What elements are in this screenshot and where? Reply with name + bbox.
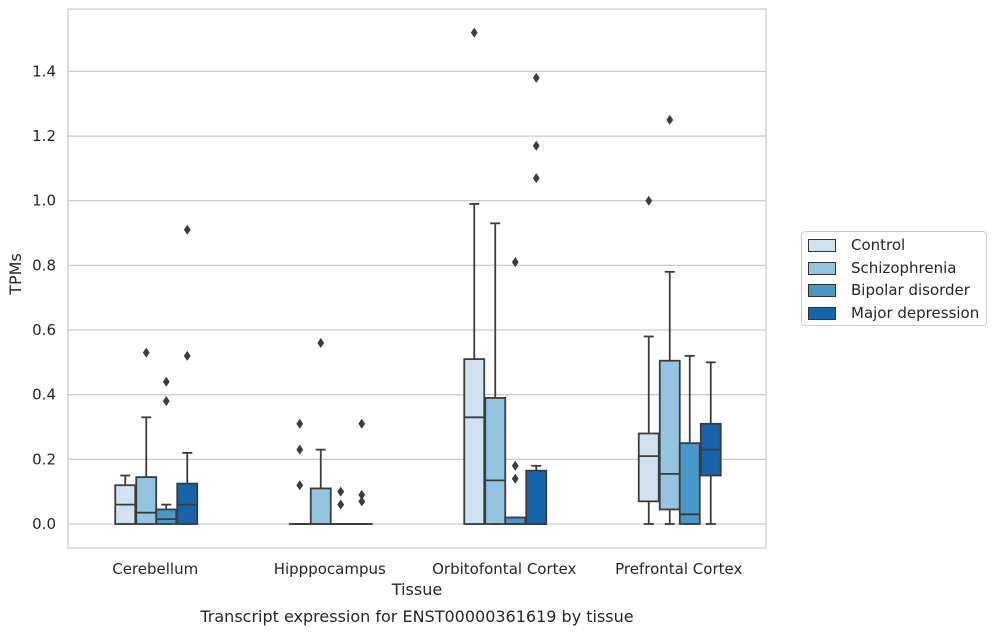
outlier-point [470, 27, 478, 38]
chart-title: Transcript expression for ENST0000036161… [199, 607, 633, 626]
outlier-point [296, 444, 304, 455]
outlier-point [337, 499, 345, 510]
outlier-point [358, 489, 366, 500]
legend-label-bipolar-disorder: Bipolar disorder [851, 281, 970, 299]
box-control [637, 195, 660, 525]
x-tick-label: Orbitofontal Cortex [432, 560, 576, 578]
legend-swatch-schizophrenia [808, 261, 836, 275]
box-iqr [504, 516, 527, 525]
box-iqr [678, 442, 701, 525]
legend-item-control: Control [808, 235, 905, 255]
y-tick-label: 0.4 [32, 386, 56, 404]
legend-swatch-control [808, 238, 836, 252]
outlier-point [162, 396, 170, 407]
outlier-point [511, 257, 519, 268]
box-iqr [525, 469, 548, 525]
outlier-point [337, 486, 345, 497]
box-iqr [155, 508, 178, 525]
x-axis-label: Tissue [391, 580, 442, 599]
x-tick-label: Hipppocampus [274, 560, 386, 578]
outlier-point [532, 173, 540, 184]
outlier-point [532, 72, 540, 83]
box-major-depression [525, 72, 548, 525]
legend-label-major-depression: Major depression [851, 304, 980, 322]
box-bipolar-disorder [504, 257, 527, 525]
box-major-depression [350, 418, 373, 525]
box-groups [114, 27, 722, 525]
box-major-depression [699, 361, 722, 525]
box-control [114, 474, 137, 525]
outlier-point [296, 480, 304, 491]
box-bipolar-disorder [678, 354, 701, 525]
outlier-point [183, 224, 191, 235]
outlier-point [358, 496, 366, 507]
legend-item-major-depression: Major depression [808, 303, 979, 323]
outlier-point [162, 376, 170, 387]
x-tick-label: Prefrontal Cortex [615, 560, 742, 578]
y-tick-label: 0.2 [32, 450, 56, 468]
box-iqr [484, 397, 507, 525]
box-control [463, 27, 486, 525]
y-tick-label: 1.0 [32, 192, 56, 210]
y-tick-label: 0.8 [32, 256, 56, 274]
x-tick-labels: Cerebellum Hipppocampus Orbitofontal Corte… [112, 560, 742, 578]
outlier-point [511, 460, 519, 471]
box-iqr [658, 359, 681, 511]
box-bipolar-disorder [155, 376, 178, 525]
outlier-point [296, 418, 304, 429]
box-iqr [309, 487, 332, 525]
box-schizophrenia [135, 347, 158, 525]
outlier-point [183, 350, 191, 361]
outlier-point [317, 337, 325, 348]
y-tick-label: 1.4 [32, 62, 56, 80]
outlier-point [645, 195, 653, 206]
outlier-point [532, 140, 540, 151]
box-schizophrenia [658, 114, 681, 525]
box-control [288, 418, 311, 525]
legend-label-schizophrenia: Schizophrenia [851, 259, 957, 277]
box-schizophrenia [309, 337, 332, 525]
plot-frame [67, 8, 767, 549]
legend-swatch-major-depression [808, 306, 836, 320]
box-schizophrenia [484, 222, 507, 525]
x-tick-label: Cerebellum [112, 560, 198, 578]
box-iqr [135, 476, 158, 525]
legend: Control Schizophrenia Bipolar disorder M… [801, 231, 987, 326]
outlier-point [666, 114, 674, 125]
legend-item-schizophrenia: Schizophrenia [808, 258, 956, 278]
y-tick-label: 0.0 [32, 515, 56, 533]
y-tick-label: 0.6 [32, 321, 56, 339]
box-major-depression [176, 224, 199, 525]
legend-item-bipolar-disorder: Bipolar disorder [808, 280, 970, 300]
legend-swatch-bipolar-disorder [808, 283, 836, 297]
box-iqr [463, 358, 486, 525]
y-tick-label: 1.2 [32, 127, 56, 145]
outlier-point [142, 347, 150, 358]
legend-label-control: Control [851, 236, 906, 254]
y-axis-label: TPMs [6, 253, 25, 296]
outlier-point [358, 418, 366, 429]
outlier-point [511, 473, 519, 484]
y-tick-labels: 0.0 0.2 0.4 0.6 0.8 1.0 1.2 1.4 [32, 62, 56, 533]
box-iqr [637, 432, 660, 503]
box-bipolar-disorder [329, 486, 352, 525]
